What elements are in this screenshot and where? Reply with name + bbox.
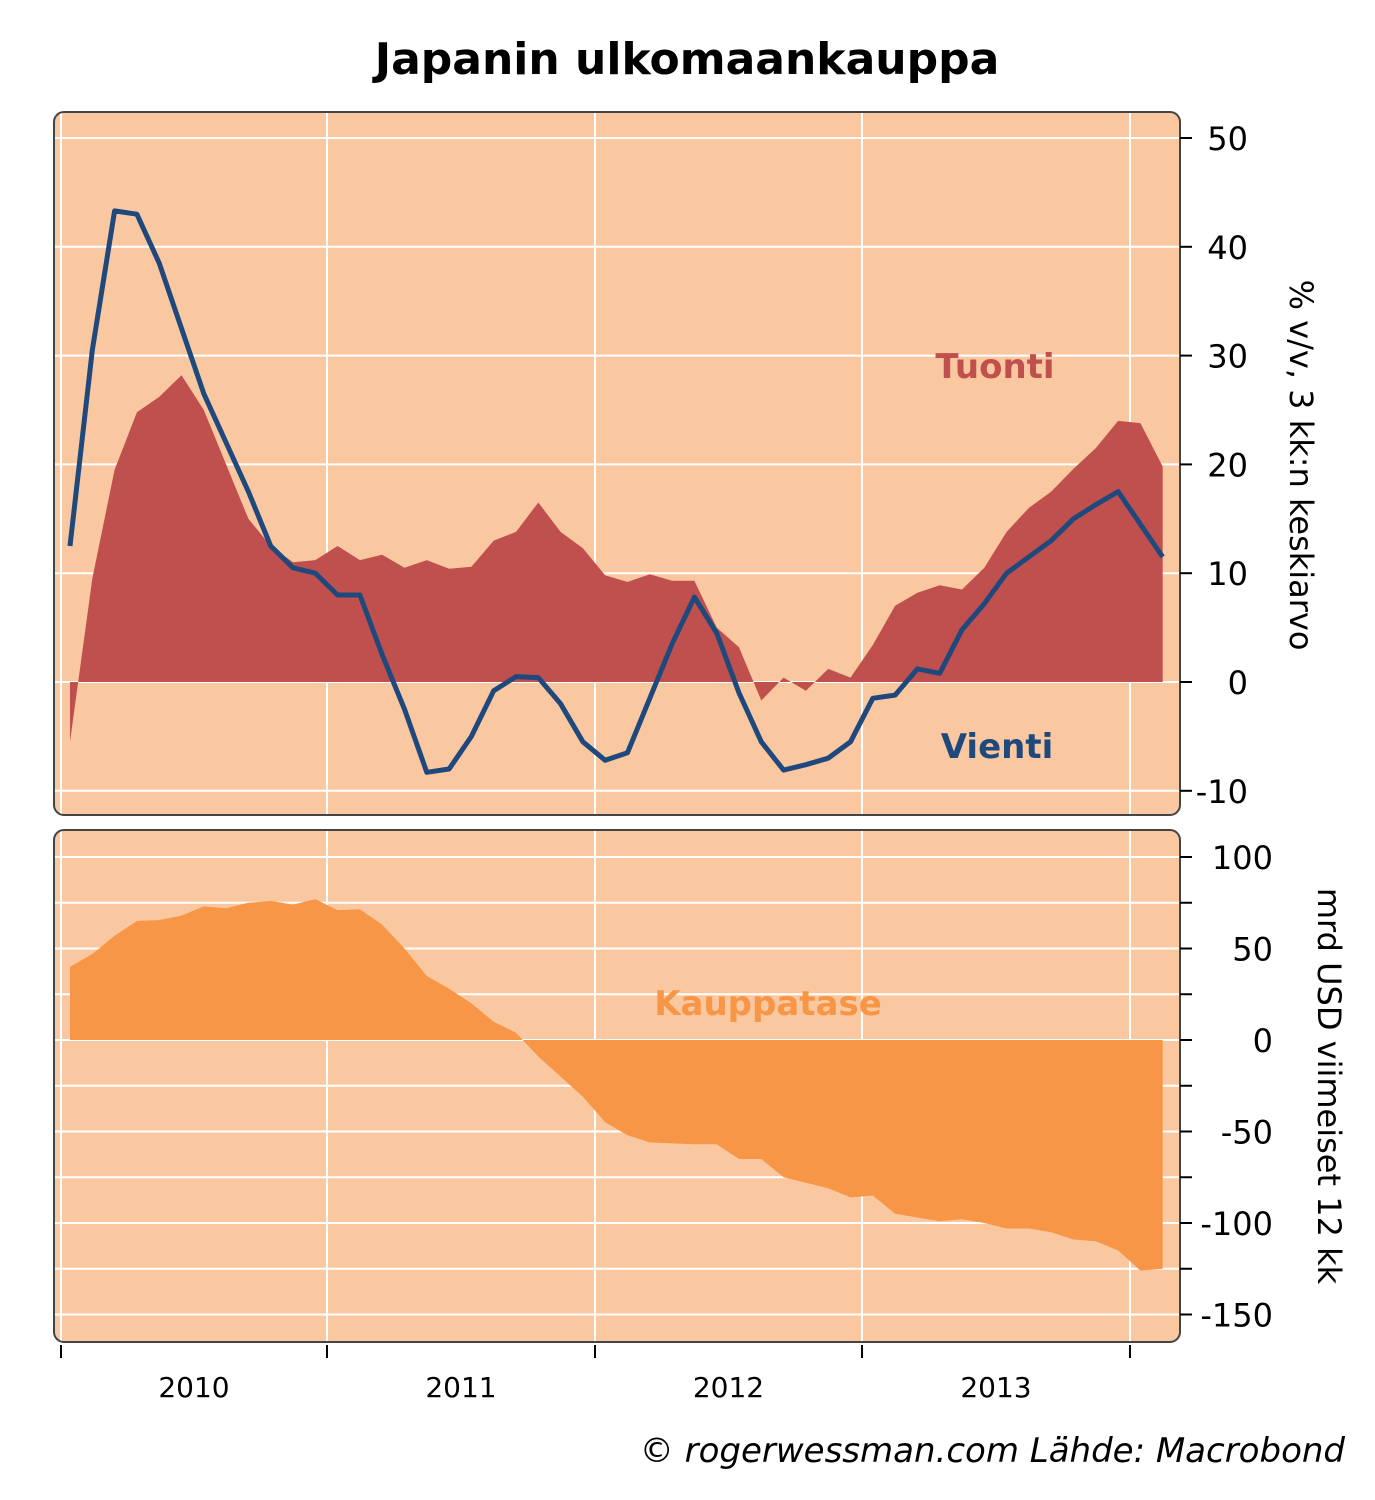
kauppatase-area xyxy=(70,899,1163,1271)
legend-vienti: Vienti xyxy=(941,727,1054,767)
y-tick-label: -10 xyxy=(1196,773,1248,811)
y-tick-label: -50 xyxy=(1221,1114,1273,1152)
plot-area xyxy=(55,831,1179,1341)
y-tick-label: 50 xyxy=(1232,931,1273,969)
y-tick-label: 10 xyxy=(1207,555,1248,593)
y-tick-label: 0 xyxy=(1228,664,1248,702)
tuonti-area xyxy=(70,375,1163,742)
y-tick-label: -100 xyxy=(1200,1205,1273,1243)
x-tick-label: 2010 xyxy=(158,1371,229,1404)
x-tick-label: 2011 xyxy=(425,1371,496,1404)
legend-tuonti: Tuonti xyxy=(935,347,1054,387)
top-y-axis-label: % v/v, 3 kk:n keskiarvo xyxy=(1282,280,1320,651)
plot-area xyxy=(55,113,1179,814)
legend-kauppatase: Kauppatase xyxy=(654,984,882,1024)
y-tick-label: 20 xyxy=(1207,446,1248,484)
y-tick-label: 0 xyxy=(1253,1022,1273,1060)
x-tick-label: 2013 xyxy=(960,1371,1031,1404)
y-tick-label: -150 xyxy=(1200,1297,1273,1335)
y-tick-label: 50 xyxy=(1207,120,1248,158)
x-tick-label: 2012 xyxy=(693,1371,764,1404)
y-tick-label: 40 xyxy=(1207,229,1248,267)
y-tick-label: 30 xyxy=(1207,338,1248,376)
source-credit: © rogerwessman.com Lähde: Macrobond xyxy=(640,1431,1346,1471)
bottom-y-axis-label: mrd USD viimeiset 12 kk xyxy=(1310,888,1348,1285)
chart-title: Japanin ulkomaankauppa xyxy=(372,34,1000,85)
y-tick-label: 100 xyxy=(1212,839,1273,877)
vienti-line xyxy=(67,208,1165,775)
